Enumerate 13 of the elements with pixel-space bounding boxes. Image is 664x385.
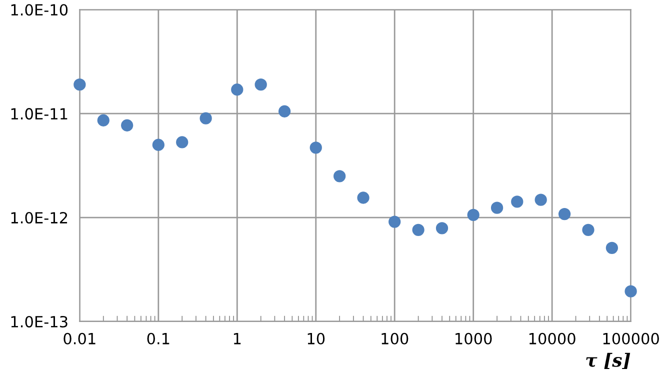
x-tick-label: 100000 [603,332,659,344]
y-tick-label: 1.0E-11 [11,108,68,120]
y-tick-label: 1.0E-13 [11,316,68,328]
x-tick-label: 1000 [456,332,492,344]
x-tick-label: 10000 [529,332,576,344]
y-tick-label: 1.0E-12 [11,212,68,224]
x-tick-label: 100 [382,332,408,344]
x-tick-label: 0.1 [147,332,170,344]
x-tick-label: 0.01 [64,332,96,344]
x-tick-label: 1 [234,333,241,344]
x-tick-label: 10 [308,332,325,344]
x-axis-title: τ [s] [586,352,630,370]
y-tick-label: 1.0E-10 [11,4,68,16]
